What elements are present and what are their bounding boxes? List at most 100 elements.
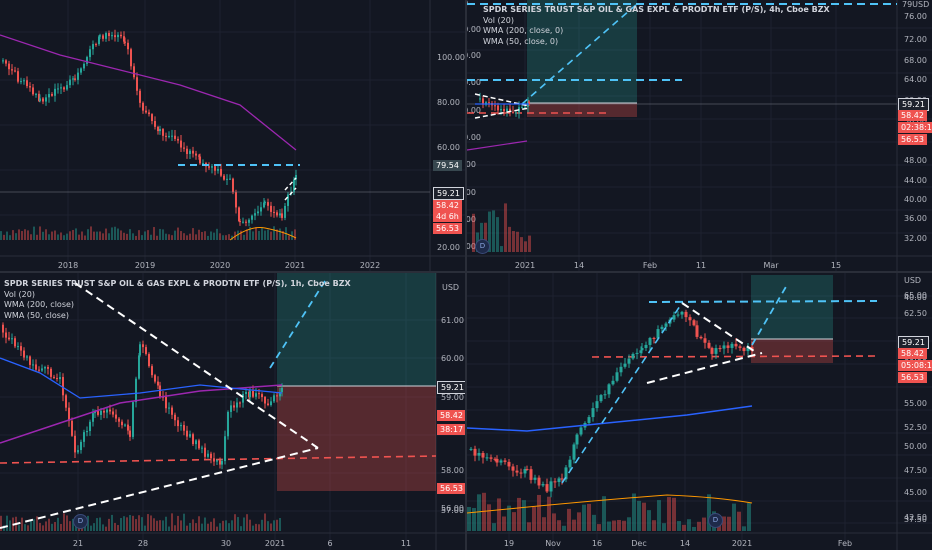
volume-bar xyxy=(39,226,41,240)
candle-body xyxy=(17,346,19,348)
candle-body xyxy=(108,33,110,37)
volume-bar xyxy=(18,229,20,240)
candle-body xyxy=(151,366,153,376)
volume-bar xyxy=(24,229,26,240)
wma200-legend[interactable]: WMA (200, close, 0) xyxy=(483,26,564,35)
candle-body xyxy=(165,396,167,409)
candle-body xyxy=(560,478,564,480)
low-price-badge: 56.53 xyxy=(433,223,462,234)
candle-body xyxy=(512,111,514,113)
wma200-legend[interactable]: WMA (200, close) xyxy=(4,300,75,309)
volume-bar xyxy=(210,231,212,240)
dividend-icon[interactable]: D xyxy=(475,239,490,254)
wma50-legend[interactable]: WMA (50, close, 0) xyxy=(483,36,559,46)
wma200-line xyxy=(0,34,297,151)
volume-bar xyxy=(102,524,104,531)
time-axis-label: Feb xyxy=(643,261,657,270)
volume-bar xyxy=(222,520,224,531)
candle-body xyxy=(623,363,627,367)
candle-body xyxy=(32,364,34,366)
price-chart-1h[interactable]: 21 28 30 2021 6 1161.0060.0059.0058.0057.0056… xyxy=(0,273,465,550)
candle-body xyxy=(174,135,176,139)
candle-body xyxy=(507,461,511,467)
volume-bar xyxy=(707,494,711,531)
volume-bar xyxy=(180,231,182,240)
last-price-badge: 59.21 xyxy=(437,381,465,394)
trend-line xyxy=(284,187,297,201)
bar-countdown-badge: 4d 6h xyxy=(433,211,462,222)
candle-body xyxy=(227,411,229,437)
candle-body xyxy=(503,460,507,462)
timeframe-label: 4h xyxy=(769,5,781,14)
profit-target-zone xyxy=(751,275,833,339)
volume-bar xyxy=(117,228,119,240)
volume-bar xyxy=(677,521,681,531)
price-chart-weekly[interactable]: 2018201920202021202220.0040.0060.0080.00… xyxy=(0,0,465,271)
price-axis-label: 55.00 xyxy=(904,399,927,408)
candle-body xyxy=(293,179,295,193)
volume-bar xyxy=(210,521,212,531)
price-axis-label: 36.00 xyxy=(904,214,927,223)
price-chart-4h[interactable]: 202114Feb11Mar15200180.00160.00140.00120… xyxy=(467,0,932,271)
candle-body xyxy=(159,385,161,397)
volume-bar xyxy=(667,497,671,531)
candle-body xyxy=(699,336,703,339)
volume-bar xyxy=(687,519,691,531)
candle-body xyxy=(71,420,73,436)
chart-pane-top-right[interactable]: 202114Feb11Mar15200180.00160.00140.00120… xyxy=(467,0,932,271)
candle-body xyxy=(136,77,138,91)
volume-bar xyxy=(243,234,245,240)
volume-bar xyxy=(84,235,86,240)
volume-bar xyxy=(198,516,200,531)
volume-bar xyxy=(542,517,546,531)
timeframe-label: 1h xyxy=(290,279,302,288)
left-scale-label: 20.00 xyxy=(467,242,476,251)
chart-title[interactable]: SPDR SERIES TRUST S&P OIL & GAS EXPL & P… xyxy=(483,5,830,14)
candle-body xyxy=(86,57,88,64)
candle-body xyxy=(726,345,730,348)
time-axis-label: 2019 xyxy=(135,261,155,270)
chart-pane-top-left[interactable]: 2018201920202021202220.0040.0060.0080.00… xyxy=(0,0,465,271)
chart-title[interactable]: SPDR SERIES TRUST S&P OIL & GAS EXPL & P… xyxy=(4,279,351,288)
volume-bar xyxy=(93,231,95,240)
candle-body xyxy=(56,377,58,380)
wma50-legend[interactable]: WMA (50, close) xyxy=(4,310,69,320)
candle-body xyxy=(287,194,289,206)
volume-bar xyxy=(567,508,571,531)
candle-body xyxy=(97,411,99,415)
volume-bar xyxy=(722,516,726,531)
candle-body xyxy=(258,393,260,395)
volume-bar xyxy=(662,523,666,531)
volume-bar xyxy=(204,231,206,240)
volume-legend[interactable]: Vol (20) xyxy=(483,15,514,25)
volume-bar xyxy=(201,231,203,240)
candle-body xyxy=(684,311,688,318)
volume-legend[interactable]: Vol (20) xyxy=(4,289,35,299)
chart-pane-bottom-right[interactable]: 19Nov16Dec142021Feb65.0062.5060.0057.505… xyxy=(467,273,932,550)
volume-bar xyxy=(637,500,641,531)
pane-divider-horizontal[interactable] xyxy=(0,271,932,273)
volume-bar xyxy=(270,523,272,531)
dividend-icon[interactable]: D xyxy=(73,514,88,529)
volume-bar xyxy=(195,234,197,240)
candle-body xyxy=(703,338,707,343)
volume-bar xyxy=(492,523,496,531)
price-chart-daily[interactable]: 19Nov16Dec142021Feb65.0062.5060.0057.505… xyxy=(467,273,932,550)
left-scale-label: 180.00 xyxy=(467,25,481,34)
price-axis-label: 20.00 xyxy=(437,243,460,252)
currency-label: 79USD xyxy=(902,0,930,9)
pane-divider-vertical[interactable] xyxy=(465,0,467,550)
volume-bar xyxy=(108,233,110,240)
candle-body xyxy=(95,44,97,46)
candle-body xyxy=(207,453,209,457)
candle-body xyxy=(281,213,283,218)
volume-bar xyxy=(587,503,591,531)
volume-bar xyxy=(267,521,269,531)
chart-pane-bottom-left[interactable]: 21 28 30 2021 6 11 61.00 60.00 59.00 58.00 57.00 56… xyxy=(0,273,465,550)
volume-bar xyxy=(294,229,296,240)
volume-bar xyxy=(279,228,281,240)
volume-bar xyxy=(737,511,741,531)
dividend-icon[interactable]: D xyxy=(708,513,723,528)
volume-bar xyxy=(219,523,221,531)
volume-bar xyxy=(129,515,131,531)
